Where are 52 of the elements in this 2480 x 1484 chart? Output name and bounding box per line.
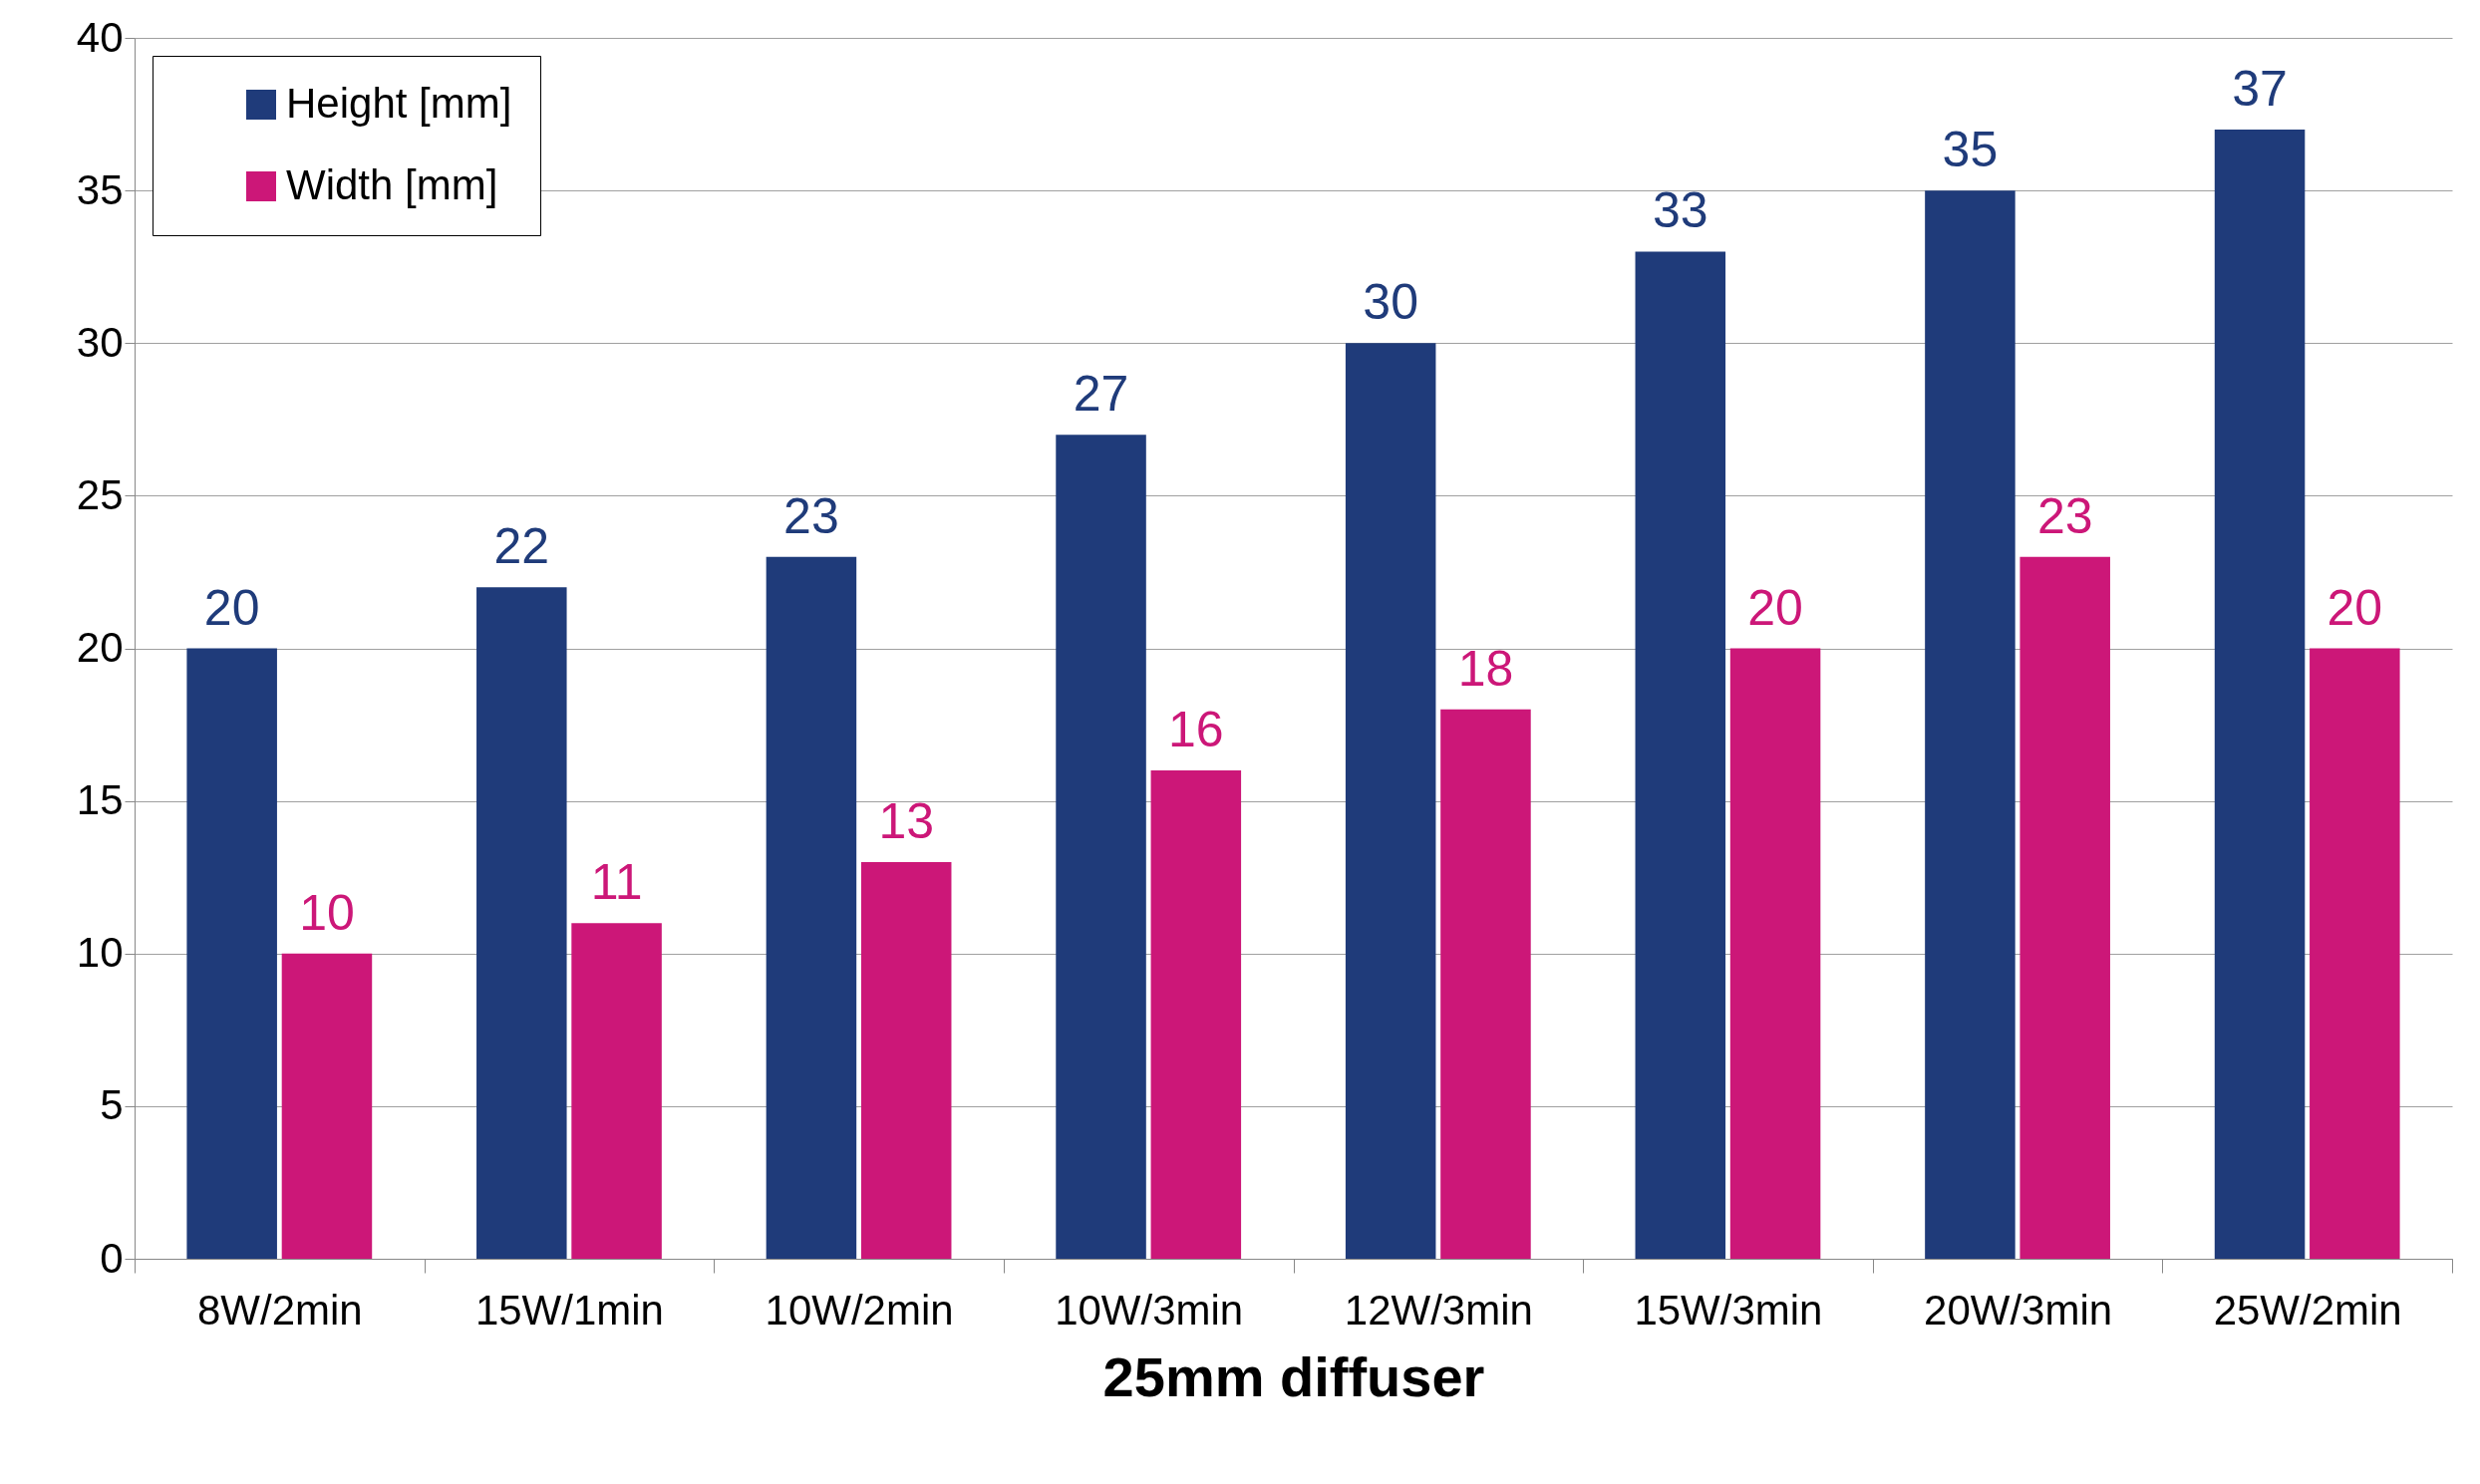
- data-label: 35: [1942, 122, 1999, 178]
- legend-label: Width [mm]: [286, 161, 498, 208]
- data-label: 37: [2232, 60, 2288, 117]
- bar: [860, 861, 952, 1259]
- bar: [2214, 129, 2306, 1259]
- bar: [766, 556, 857, 1259]
- y-tick-label: 0: [100, 1234, 124, 1282]
- bar: [1925, 190, 2015, 1259]
- data-label: 20: [203, 579, 260, 636]
- bar: [2310, 648, 2400, 1259]
- bar: [571, 923, 662, 1259]
- bar: [1150, 770, 1242, 1259]
- x-tick-label: 10W/2min: [765, 1286, 954, 1334]
- data-label: 30: [1363, 274, 1418, 331]
- bar: [1729, 648, 1821, 1259]
- y-tick-label: 35: [76, 165, 124, 213]
- data-label: 33: [1652, 182, 1708, 239]
- bar: [1056, 435, 1146, 1259]
- x-tick-label: 15W/1min: [474, 1286, 664, 1334]
- x-tick-label: 25W/2min: [2213, 1286, 2402, 1334]
- data-label: 20: [2326, 579, 2383, 636]
- x-tick-label: 12W/3min: [1344, 1286, 1533, 1334]
- data-label: 23: [2036, 487, 2093, 544]
- data-label: 22: [493, 518, 550, 575]
- y-tick-label: 15: [76, 776, 124, 824]
- data-label: 10: [299, 884, 355, 941]
- data-label: 23: [783, 487, 839, 544]
- y-tick-label: 20: [76, 624, 124, 671]
- y-tick-label: 30: [76, 318, 124, 366]
- y-tick-label: 40: [76, 13, 124, 61]
- bar: [1635, 251, 1726, 1259]
- y-tick-label: 5: [100, 1081, 124, 1129]
- data-label: 18: [1457, 640, 1514, 697]
- y-tick-label: 25: [76, 470, 124, 518]
- bar: [2019, 556, 2110, 1259]
- x-tick-label: 8W/2min: [196, 1286, 363, 1334]
- legend-label: Height [mm]: [286, 80, 512, 127]
- data-label: 20: [1747, 579, 1803, 636]
- data-label: 27: [1073, 366, 1129, 423]
- bar: [281, 953, 373, 1259]
- x-tick-label: 10W/3min: [1055, 1286, 1244, 1334]
- x-tick-label: 20W/3min: [1924, 1286, 2113, 1334]
- data-label: 16: [1168, 702, 1224, 757]
- data-label: 11: [590, 854, 643, 911]
- y-tick-label: 10: [76, 929, 124, 977]
- bar: [1345, 343, 1436, 1259]
- x-tick-label: 15W/3min: [1634, 1286, 1823, 1334]
- bar: [476, 587, 567, 1259]
- x-axis-title: 25mm diffuser: [1102, 1344, 1485, 1408]
- bar: [186, 648, 277, 1259]
- bar: [1440, 709, 1531, 1259]
- data-label: 13: [878, 792, 935, 849]
